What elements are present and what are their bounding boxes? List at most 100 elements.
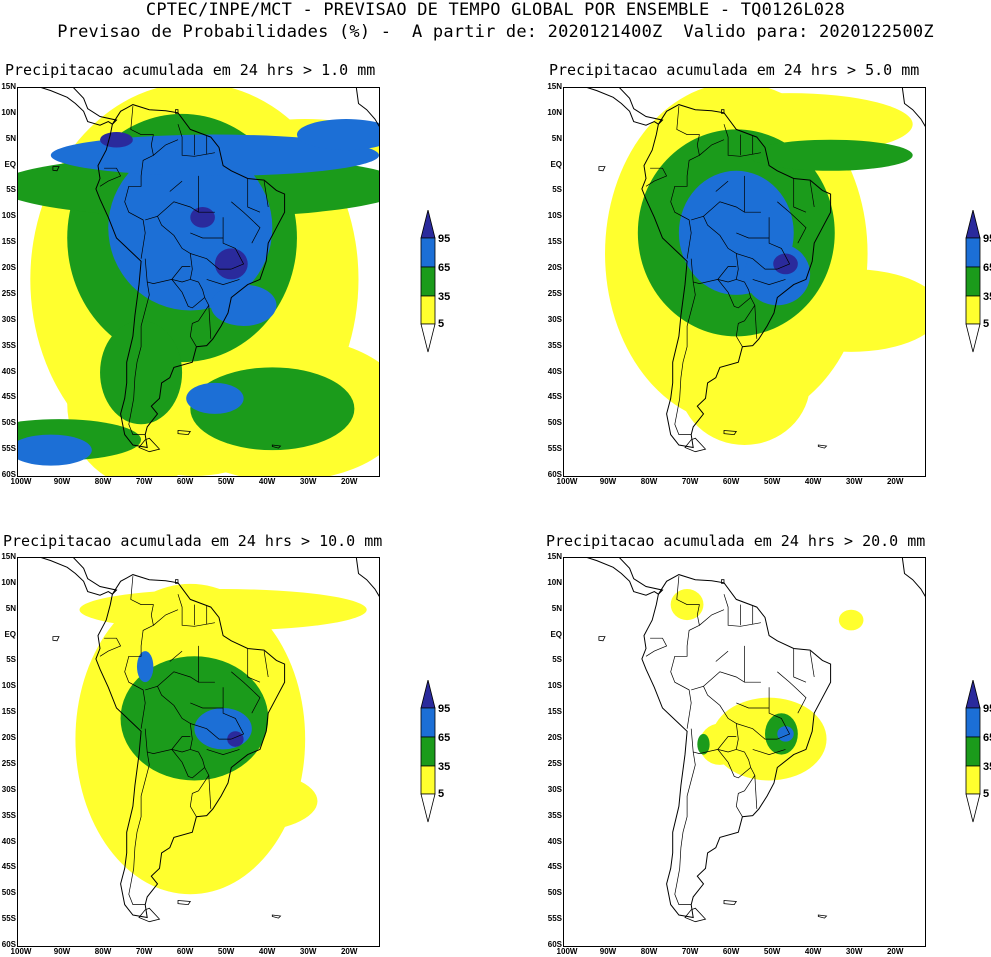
country-border bbox=[809, 181, 815, 208]
lat-tick-label: 5S bbox=[6, 185, 16, 195]
country-border bbox=[670, 154, 700, 259]
lat-tick-label: 35S bbox=[547, 810, 562, 820]
country-border bbox=[736, 723, 778, 740]
lat-tick-label: 35S bbox=[1, 340, 16, 350]
lat-tick-label: 5S bbox=[552, 185, 562, 195]
lon-tick-label: 30W bbox=[299, 477, 317, 486]
country-border bbox=[189, 767, 210, 817]
lat-tick-label: 45S bbox=[1, 392, 16, 402]
probability-map-10-mm bbox=[17, 557, 380, 947]
island-outline bbox=[684, 437, 707, 453]
lat-tick-label: EQ bbox=[4, 629, 16, 639]
lon-tick-label: 70W bbox=[135, 947, 153, 956]
lon-tick-label: 50W bbox=[217, 947, 235, 956]
coastline bbox=[95, 104, 286, 449]
country-border bbox=[177, 124, 215, 157]
island-outline bbox=[598, 636, 606, 642]
country-border bbox=[715, 650, 729, 662]
lat-tick-label: 15N bbox=[547, 552, 562, 561]
island-outline bbox=[721, 109, 725, 114]
probability-area bbox=[773, 253, 798, 275]
probability-area bbox=[678, 320, 811, 445]
lon-tick-label: 40W bbox=[258, 947, 276, 956]
lat-tick-label: 50S bbox=[1, 418, 16, 428]
lat-tick-label: 30S bbox=[547, 314, 562, 324]
country-border bbox=[723, 594, 761, 627]
island-outline bbox=[271, 444, 282, 449]
probability-area bbox=[169, 770, 318, 833]
country-border bbox=[157, 201, 215, 217]
lon-tick-label: 90W bbox=[53, 477, 71, 486]
legend-label: 65 bbox=[983, 732, 991, 744]
lat-tick-label: 5N bbox=[551, 603, 562, 613]
legend-label: 65 bbox=[438, 732, 451, 744]
island-outline bbox=[177, 900, 192, 906]
country-border bbox=[190, 253, 232, 270]
country-border bbox=[99, 167, 122, 187]
probability-map-1-mm bbox=[17, 87, 380, 477]
lat-tick-label: 50S bbox=[1, 888, 16, 898]
lon-tick-label: 30W bbox=[299, 947, 317, 956]
lon-tick-label: 70W bbox=[135, 477, 153, 486]
lat-tick-label: 55S bbox=[547, 914, 562, 924]
country-border bbox=[169, 180, 183, 192]
lon-tick-label: 60W bbox=[722, 947, 740, 956]
country-border bbox=[691, 685, 739, 750]
lat-tick-label: 15N bbox=[547, 82, 562, 91]
country-border bbox=[206, 749, 240, 755]
country-border bbox=[777, 201, 807, 244]
country-border bbox=[144, 258, 191, 284]
legend-label: 35 bbox=[438, 291, 451, 303]
lon-tick-label: 70W bbox=[681, 477, 699, 486]
lat-tick-label: 25S bbox=[547, 288, 562, 298]
country-border bbox=[222, 687, 245, 740]
country-border bbox=[208, 775, 212, 809]
lon-tick-label: 90W bbox=[599, 477, 617, 486]
legend-label: 65 bbox=[983, 262, 991, 274]
lon-tick-label: 20W bbox=[886, 947, 904, 956]
legend-swatch bbox=[965, 765, 981, 795]
country-border bbox=[736, 253, 778, 270]
probability-area bbox=[18, 434, 92, 466]
lat-tick-label: 5S bbox=[552, 655, 562, 665]
lat-tick-label: 60S bbox=[1, 940, 16, 949]
country-border bbox=[690, 258, 737, 284]
country-border bbox=[691, 215, 739, 280]
color-legend-1: 95 65 35 5 bbox=[418, 209, 478, 355]
legend-label: 95 bbox=[983, 703, 991, 715]
lat-tick-label: 5S bbox=[6, 655, 16, 665]
lat-tick-label: 55S bbox=[547, 444, 562, 454]
island-outline bbox=[177, 430, 192, 436]
country-border bbox=[144, 728, 191, 754]
lat-tick-label: 40S bbox=[1, 836, 16, 846]
lat-tick-label: 10N bbox=[1, 577, 16, 587]
lon-tick-label: 40W bbox=[804, 477, 822, 486]
lon-tick-label: 80W bbox=[94, 947, 112, 956]
lat-tick-label: 20S bbox=[1, 733, 16, 743]
lat-tick-label: 45S bbox=[547, 862, 562, 872]
legend-label: 35 bbox=[983, 291, 991, 303]
lon-tick-label: 80W bbox=[94, 477, 112, 486]
legend-swatch bbox=[965, 323, 981, 353]
lon-tick-label: 20W bbox=[340, 947, 358, 956]
country-border bbox=[263, 651, 269, 678]
island-outline bbox=[684, 907, 707, 923]
island-outline bbox=[175, 109, 179, 114]
country-border bbox=[99, 637, 122, 657]
africa-coast bbox=[355, 88, 379, 127]
lon-tick-label: 100W bbox=[10, 947, 32, 956]
lon-tick-label: 90W bbox=[599, 947, 617, 956]
legend-swatch bbox=[420, 765, 436, 795]
country-border bbox=[169, 650, 183, 662]
probability-map-20-mm bbox=[563, 557, 926, 947]
island-outline bbox=[598, 166, 606, 172]
lon-tick-label: 100W bbox=[556, 947, 578, 956]
central-america-coast bbox=[40, 558, 118, 596]
country-border bbox=[754, 775, 758, 809]
country-border bbox=[717, 749, 752, 779]
country-border bbox=[768, 687, 791, 740]
probability-shading bbox=[605, 88, 925, 445]
country-border bbox=[157, 671, 215, 687]
color-legend-3: 95 65 35 5 bbox=[418, 679, 478, 825]
probability-area bbox=[227, 731, 244, 747]
